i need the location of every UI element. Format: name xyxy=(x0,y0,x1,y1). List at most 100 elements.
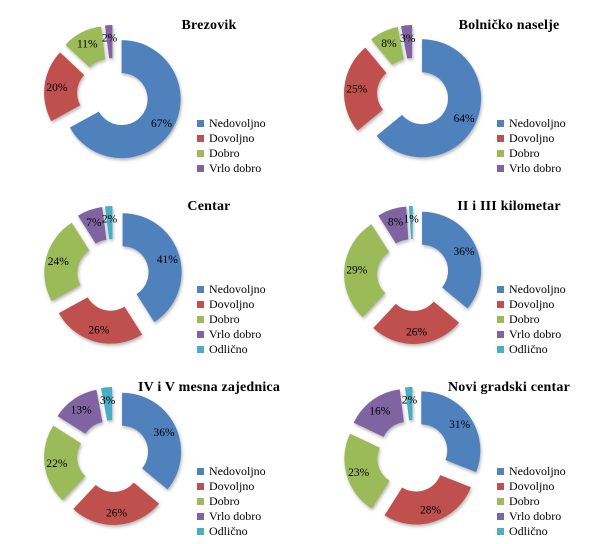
chart-legend: Nedovoljno Dovoljno Dobro Vrlo dobro Odlično xyxy=(197,282,266,357)
slice-value-label: 16% xyxy=(369,405,391,417)
legend-item: Odlično xyxy=(497,524,566,539)
legend-swatch-icon xyxy=(497,165,504,172)
legend-swatch-icon xyxy=(497,316,504,323)
legend-label: Odlično xyxy=(509,524,548,538)
slice-labels: 67% 20% 11% 2% xyxy=(46,33,172,130)
chart-title: II i III kilometar xyxy=(457,199,561,214)
legend-item: Odlično xyxy=(197,524,266,539)
donut-chart: 31% 28% 23% 16% 2% xyxy=(344,387,481,525)
legend-item: Vrlo dobro xyxy=(197,509,266,524)
pie-slice-dobro xyxy=(371,27,404,65)
legend-item: Vrlo dobro xyxy=(197,161,266,176)
legend-swatch-icon xyxy=(197,528,204,535)
legend-swatch-icon xyxy=(497,513,504,520)
slice-value-label: 3% xyxy=(100,395,116,407)
chart-legend: Nedovoljno Dovoljno Dobro Vrlo dobro Odlično xyxy=(197,464,266,539)
slice-labels: 41% 26% 24% 7% 2% xyxy=(48,214,179,337)
chart-cell: 41% 26% 24% 7% 2% Centar Nedovoljno Dovoljno D… xyxy=(0,181,300,362)
pie-slice-odlično xyxy=(408,206,413,240)
chart-legend: Nedovoljno Dovoljno Dobro Vrlo dobro Odlično xyxy=(497,464,566,539)
legend-item: Nedovoljno xyxy=(197,282,266,297)
legend-item: Nedovoljno xyxy=(197,116,266,131)
legend-label: Dobro xyxy=(209,146,240,160)
slice-value-label: 28% xyxy=(420,505,442,517)
slice-value-label: 22% xyxy=(46,458,68,470)
legend-swatch-icon xyxy=(497,483,504,490)
legend-label: Odlično xyxy=(209,342,248,356)
legend-item: Vrlo dobro xyxy=(497,161,566,176)
legend-swatch-icon xyxy=(197,286,204,293)
legend-label: Nedovoljno xyxy=(509,282,566,296)
pie-slice-vrlo-dobro xyxy=(57,389,103,434)
legend-label: Odlično xyxy=(209,524,248,538)
slice-value-label: 11% xyxy=(77,39,98,51)
chart-title: Centar xyxy=(187,199,231,214)
legend-item: Dovoljno xyxy=(497,131,566,146)
legend-label: Vrlo dobro xyxy=(509,161,562,175)
legend-item: Dovoljno xyxy=(197,131,266,146)
legend-item: Dobro xyxy=(197,146,266,161)
pie-slice-vrlo-dobro xyxy=(401,25,413,59)
legend-label: Odlično xyxy=(509,342,548,356)
pie-slice-odlično xyxy=(104,206,113,240)
pie-slice-nedovoljno xyxy=(376,39,482,158)
legend-item: Vrlo dobro xyxy=(197,327,266,342)
legend-label: Dovoljno xyxy=(509,479,555,493)
slice-value-label: 3% xyxy=(400,33,416,45)
pie-slice-dobro xyxy=(65,26,106,68)
pie-slice-dobro xyxy=(344,433,390,509)
pie-slice-dovoljno xyxy=(58,297,143,344)
legend-label: Nedovoljno xyxy=(209,282,266,296)
legend-swatch-icon xyxy=(197,301,204,308)
pie-slice-vrlo-dobro xyxy=(378,206,409,244)
pie-slice-dobro xyxy=(44,222,90,301)
donut-chart: 36% 26% 22% 13% 3% xyxy=(44,387,182,525)
legend-label: Nedovoljno xyxy=(509,116,566,130)
legend-swatch-icon xyxy=(197,483,204,490)
legend-item: Nedovoljno xyxy=(497,464,566,479)
pie-slice-vrlo-dobro xyxy=(104,25,113,59)
chart-legend: Nedovoljno Dovoljno Dobro Vrlo dobro Odlično xyxy=(497,282,566,357)
legend-item: Nedovoljno xyxy=(497,116,566,131)
legend-item: Dovoljno xyxy=(497,297,566,312)
legend-label: Dobro xyxy=(209,494,240,508)
legend-item: Dobro xyxy=(197,312,266,327)
slice-value-label: 2% xyxy=(102,214,118,226)
slice-value-label: 1% xyxy=(404,214,420,226)
legend-label: Nedovoljno xyxy=(509,464,566,478)
legend-swatch-icon xyxy=(497,346,504,353)
legend-swatch-icon xyxy=(197,120,204,127)
chart-cell: 36% 26% 22% 13% 3% IV i V mesna zajednica Ne… xyxy=(0,362,300,544)
slice-value-label: 23% xyxy=(348,467,370,479)
chart-cell: 31% 28% 23% 16% 2% Novi gradski centar Nedov… xyxy=(300,362,600,544)
slice-value-label: 8% xyxy=(381,38,397,50)
legend-label: Dovoljno xyxy=(509,131,555,145)
legend-swatch-icon xyxy=(197,498,204,505)
slice-labels: 31% 28% 23% 16% 2% xyxy=(348,395,471,517)
chart-cell: 67% 20% 11% 2% Brezovik Nedovoljno Dovoljno D… xyxy=(0,0,300,181)
legend-swatch-icon xyxy=(197,150,204,157)
legend-label: Dobro xyxy=(509,312,540,326)
donut-chart: 41% 26% 24% 7% 2% xyxy=(44,206,182,344)
legend-item: Dovoljno xyxy=(197,297,266,312)
legend-label: Nedovoljno xyxy=(209,464,266,478)
legend-label: Dovoljno xyxy=(209,479,255,493)
legend-label: Dovoljno xyxy=(509,297,555,311)
slice-value-label: 26% xyxy=(88,325,110,337)
pie-slice-nedovoljno xyxy=(69,40,181,159)
slice-value-label: 41% xyxy=(157,254,179,266)
legend-swatch-icon xyxy=(497,301,504,308)
legend-item: Dobro xyxy=(197,494,266,509)
donut-chart: 64% 25% 8% 3% xyxy=(344,25,482,158)
slice-value-label: 20% xyxy=(46,82,68,94)
slice-value-label: 8% xyxy=(388,216,404,228)
legend-swatch-icon xyxy=(497,135,504,142)
legend-swatch-icon xyxy=(497,468,504,475)
legend-label: Dovoljno xyxy=(209,131,255,145)
pie-slice-nedovoljno xyxy=(421,391,481,473)
legend-label: Nedovoljno xyxy=(209,116,266,130)
pie-slice-dovoljno xyxy=(73,482,160,525)
legend-item: Dobro xyxy=(497,146,566,161)
pie-slice-dovoljno xyxy=(344,47,387,131)
